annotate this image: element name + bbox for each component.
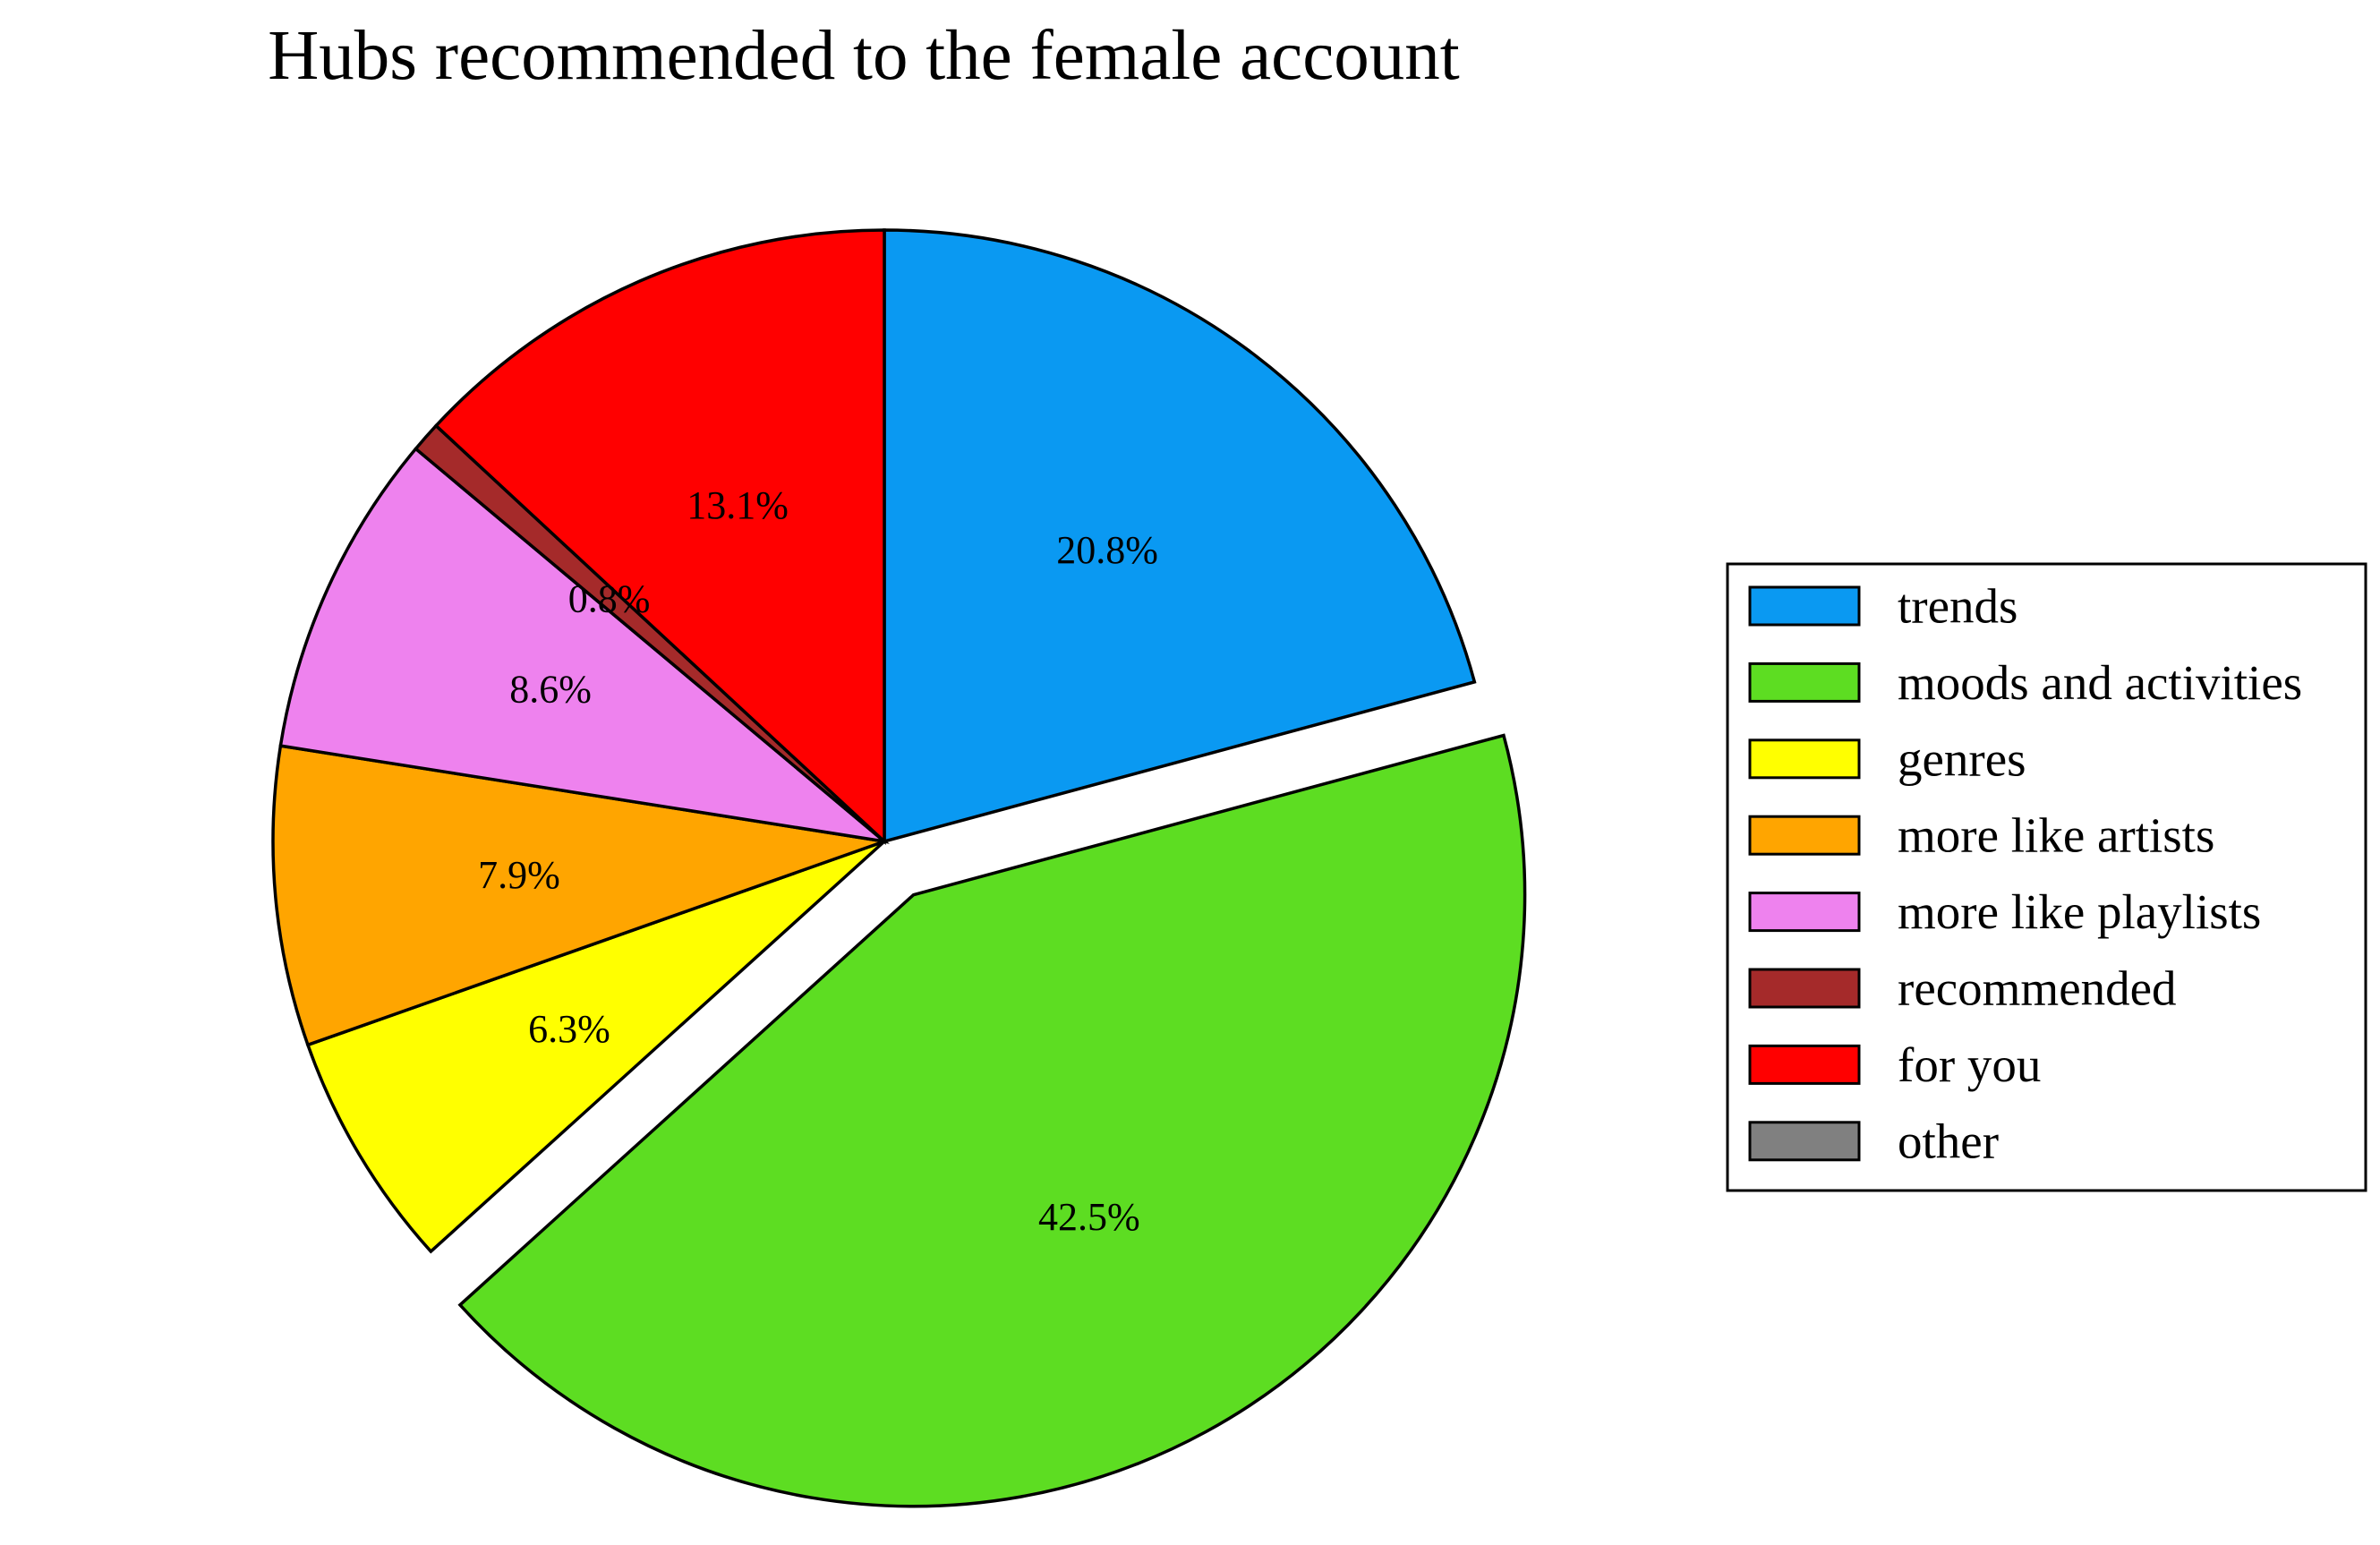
slice-label-for-you: 13.1% [687,483,789,527]
slice-label-moods-and-activities: 42.5% [1038,1195,1140,1239]
pie-slice-trends [883,228,1477,844]
chart-title: Hubs recommended to the female account [268,17,1460,95]
slice-label-recommended: 0.8% [568,576,651,620]
legend-label-moods-and-activities: moods and activities [1898,655,2302,710]
legend-swatch-more-like-artists [1748,815,1861,856]
legend-swatch-moods-and-activities [1748,662,1861,703]
slice-label-trends: 20.8% [1056,528,1158,572]
slice-label-genres: 6.3% [528,1007,610,1051]
legend-label-other: other [1898,1114,1999,1168]
legend-label-for-you: for you [1898,1037,2041,1092]
legend-swatch-genres [1748,738,1861,780]
slice-label-more-like-playlists: 8.6% [509,668,592,712]
legend-swatch-trends [1748,585,1861,627]
pie-slice-more-like-artists [271,744,885,1047]
pie-slice-genres [305,840,886,1254]
pie-slice-more-like-playlists [278,446,890,844]
pie-slices [271,228,1527,1508]
legend-label-trends: trends [1898,579,2017,634]
legend-swatch-more-like-playlists [1748,892,1861,933]
legend-swatch-other [1748,1121,1861,1162]
pie-slice-labels: 20.8% 42.5% 6.3% 7.9% 8.6% 0.8% 13.1% [478,483,1158,1239]
legend-label-more-like-artists: more like artists [1898,808,2214,863]
legend-label-recommended: recommended [1898,961,2177,1016]
pie-slice-for-you [433,228,886,846]
legend-label-genres: genres [1898,731,2026,786]
legend-label-more-like-playlists: more like playlists [1898,884,2261,939]
legend-swatch-recommended [1748,968,1861,1009]
legend: trends moods and activities genres more lik… [1726,562,2367,1192]
slice-label-more-like-artists: 7.9% [478,853,560,897]
legend-swatch-for-you [1748,1044,1861,1085]
pie-slice-moods-and-activities [457,733,1527,1508]
